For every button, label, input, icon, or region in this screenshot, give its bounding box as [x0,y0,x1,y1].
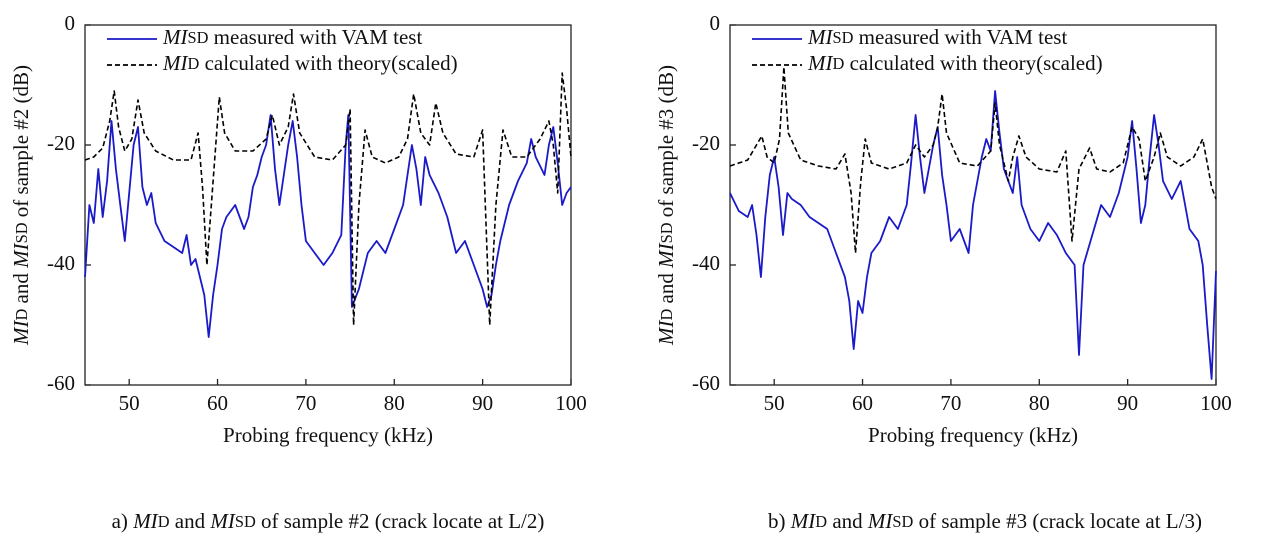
y-tick-label: -20 [47,131,75,155]
legend-label: MISD measured with VAM test [807,25,1067,49]
legend-label: MID calculated with theory(scaled) [807,51,1103,75]
y-axis-label: MID and MISD of sample #2 (dB) [9,65,33,346]
x-tick-label: 90 [472,391,493,415]
legend-label: MISD measured with VAM test [162,25,422,49]
plot-frame [729,24,1217,386]
x-axis-label: Probing frequency (kHz) [223,423,433,447]
y-axis-label: MID and MISD of sample #3 (dB) [654,65,678,346]
series-line [84,72,572,326]
y-tick-label: -40 [47,251,75,275]
x-tick-label: 70 [940,391,961,415]
x-tick-label: 80 [384,391,405,415]
x-tick-label: 50 [119,391,140,415]
caption: b) MID and MISD of sample #3 (crack loca… [768,509,1202,533]
x-tick-label: 60 [207,391,228,415]
x-tick-label: 90 [1117,391,1138,415]
x-tick-label: 80 [1029,391,1050,415]
x-axis-label: Probing frequency (kHz) [868,423,1078,447]
legend-label: MID calculated with theory(scaled) [162,51,458,75]
y-tick-label: -60 [692,371,720,395]
plot-frame [84,24,572,386]
series-line [729,66,1217,254]
y-tick-label: -20 [692,131,720,155]
caption: a) MID and MISD of sample #2 (crack loca… [112,509,545,533]
series-line [729,90,1217,380]
x-tick-label: 70 [295,391,316,415]
x-tick-label: 100 [1200,391,1232,415]
y-tick-label: -40 [692,251,720,275]
y-tick-label: 0 [65,11,76,35]
y-tick-label: 0 [710,11,721,35]
series-line [84,114,572,338]
x-tick-label: 60 [852,391,873,415]
x-tick-label: 100 [555,391,587,415]
y-tick-label: -60 [47,371,75,395]
x-tick-label: 50 [764,391,785,415]
